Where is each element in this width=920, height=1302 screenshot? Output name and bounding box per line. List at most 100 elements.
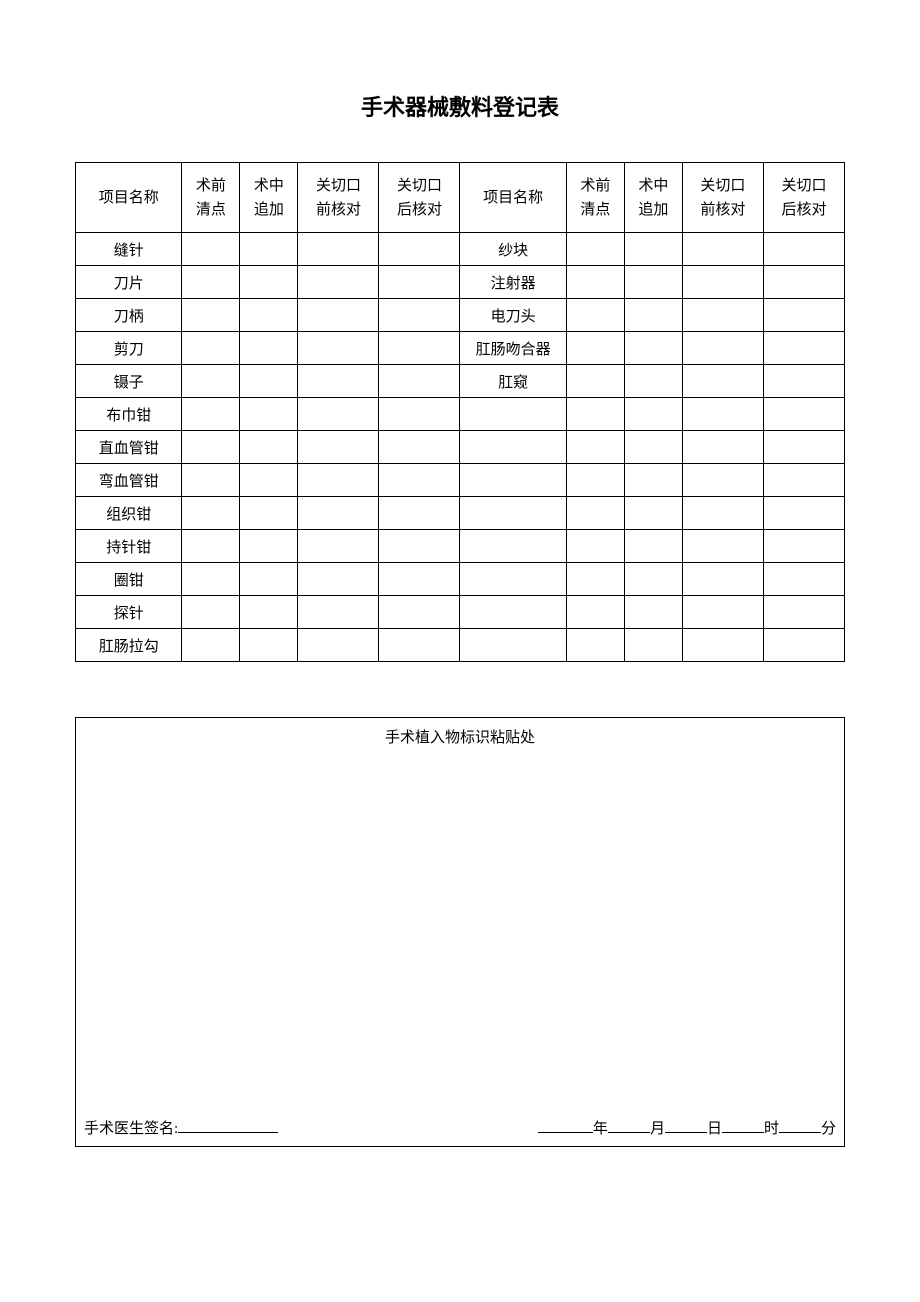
cell-empty [298,332,379,365]
cell-empty [298,365,379,398]
item-name-left: 探针 [76,596,182,629]
cell-empty [763,233,844,266]
cell-empty [763,398,844,431]
cell-empty [763,497,844,530]
cell-empty [566,266,624,299]
instrument-table: 项目名称 术前清点 术中追加 关切口前核对 关切口后核对 项目名称 术前清点 术… [75,162,845,662]
cell-empty [182,398,240,431]
cell-empty [566,431,624,464]
cell-empty [566,563,624,596]
cell-empty [298,464,379,497]
cell-empty [763,299,844,332]
cell-empty [379,431,460,464]
item-name-right: 肛肠吻合器 [460,332,566,365]
header-item-name-left: 项目名称 [76,163,182,233]
day-label: 日 [707,1117,722,1138]
cell-empty [566,464,624,497]
minute-label: 分 [821,1117,836,1138]
table-row: 探针 [76,596,845,629]
cell-empty [182,464,240,497]
header-preclose-right: 关切口前核对 [682,163,763,233]
cell-empty [240,596,298,629]
cell-empty [298,497,379,530]
header-preop-right: 术前清点 [566,163,624,233]
header-preop-left: 术前清点 [182,163,240,233]
cell-empty [379,398,460,431]
cell-empty [298,398,379,431]
cell-empty [182,365,240,398]
item-name-left: 镊子 [76,365,182,398]
table-header-row: 项目名称 术前清点 术中追加 关切口前核对 关切口后核对 项目名称 术前清点 术… [76,163,845,233]
cell-empty [379,497,460,530]
table-row: 刀柄电刀头 [76,299,845,332]
cell-empty [182,563,240,596]
cell-empty [763,332,844,365]
cell-empty [182,233,240,266]
cell-empty [240,299,298,332]
cell-empty [379,596,460,629]
cell-empty [566,365,624,398]
cell-empty [182,299,240,332]
item-name-right [460,530,566,563]
cell-empty [763,365,844,398]
item-name-left: 弯血管钳 [76,464,182,497]
implant-label-box: 手术植入物标识粘贴处 手术医生签名: 年 月 日 时 分 [75,717,845,1147]
header-postclose-right: 关切口后核对 [763,163,844,233]
cell-empty [379,563,460,596]
signature-label: 手术医生签名: [84,1117,178,1138]
cell-empty [682,233,763,266]
table-row: 弯血管钳 [76,464,845,497]
cell-empty [624,398,682,431]
header-postclose-left: 关切口后核对 [379,163,460,233]
cell-empty [624,365,682,398]
cell-empty [682,332,763,365]
header-item-name-right: 项目名称 [460,163,566,233]
hour-line [722,1115,764,1133]
item-name-right [460,563,566,596]
cell-empty [379,629,460,662]
table-row: 持针钳 [76,530,845,563]
cell-empty [298,431,379,464]
item-name-right: 肛窥 [460,365,566,398]
cell-empty [566,299,624,332]
cell-empty [763,629,844,662]
cell-empty [240,563,298,596]
implant-box-footer: 手术医生签名: 年 月 日 时 分 [84,1115,836,1138]
cell-empty [240,497,298,530]
header-intraop-right: 术中追加 [624,163,682,233]
cell-empty [566,398,624,431]
cell-empty [379,530,460,563]
cell-empty [298,233,379,266]
table-row: 剪刀肛肠吻合器 [76,332,845,365]
cell-empty [240,233,298,266]
cell-empty [624,464,682,497]
signature-field: 手术医生签名: [84,1115,278,1138]
cell-empty [298,266,379,299]
item-name-left: 持针钳 [76,530,182,563]
item-name-right: 电刀头 [460,299,566,332]
cell-empty [624,497,682,530]
cell-empty [624,266,682,299]
table-row: 组织钳 [76,497,845,530]
table-row: 圈钳 [76,563,845,596]
cell-empty [682,464,763,497]
cell-empty [566,530,624,563]
item-name-left: 刀片 [76,266,182,299]
cell-empty [240,629,298,662]
cell-empty [240,464,298,497]
cell-empty [566,629,624,662]
cell-empty [763,266,844,299]
cell-empty [682,629,763,662]
item-name-left: 肛肠拉勾 [76,629,182,662]
cell-empty [624,332,682,365]
cell-empty [182,530,240,563]
cell-empty [566,596,624,629]
cell-empty [379,365,460,398]
item-name-right [460,398,566,431]
item-name-right [460,431,566,464]
cell-empty [682,266,763,299]
item-name-left: 布巾钳 [76,398,182,431]
cell-empty [240,530,298,563]
implant-box-title: 手术植入物标识粘贴处 [76,718,844,747]
cell-empty [624,299,682,332]
